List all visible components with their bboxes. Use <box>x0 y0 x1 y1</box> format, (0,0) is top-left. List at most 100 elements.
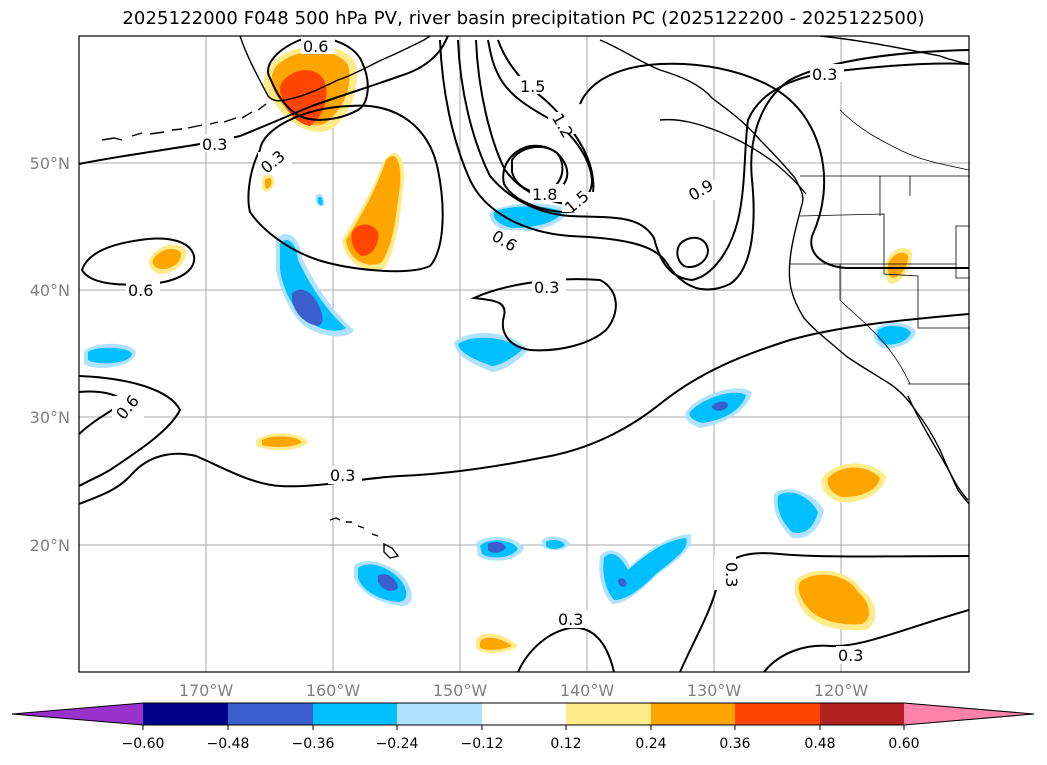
lat-label: 20°N <box>30 536 70 555</box>
pv-contour-0.9-ring <box>579 62 969 270</box>
contour-label: 0.6 <box>303 37 328 56</box>
coastlines <box>101 36 969 559</box>
map-title: 2025122000 F048 500 hPa PV, river basin … <box>122 8 925 29</box>
latitude-labels: 50°N 40°N 30°N 20°N <box>30 154 70 555</box>
colorbar-tick-label: −0.48 <box>207 736 250 752</box>
colorbar-ticks <box>142 725 905 730</box>
lat-label: 30°N <box>30 408 70 427</box>
political-borders <box>790 109 969 385</box>
baja-peninsula <box>907 395 969 501</box>
colorbar-tick-label: −0.24 <box>376 736 419 752</box>
contour-label: 0.3 <box>257 146 289 177</box>
colorbar-tick-label: 0.36 <box>719 736 750 752</box>
pv-contour-1.8 <box>511 145 564 194</box>
positive-anomaly-blob <box>256 433 308 451</box>
pv-contour-0.6-north <box>267 36 369 121</box>
contour-label: 0.6 <box>128 281 153 300</box>
positive-anomaly-blob <box>794 570 876 631</box>
lon-label: 150°W <box>433 681 488 700</box>
pv-contour-1.2 <box>475 39 594 206</box>
colorbar-extend-low <box>12 703 143 725</box>
graticule <box>79 36 969 672</box>
negative-anomaly-blob <box>599 534 692 604</box>
negative-anomaly-blob <box>685 388 752 428</box>
pv-contour-0.3-se <box>679 552 969 672</box>
colorbar-bin <box>820 703 904 725</box>
colorbar-bin <box>566 703 651 725</box>
contour-label: 0.3 <box>330 466 355 485</box>
pv-contour-0.3-main <box>79 313 969 505</box>
positive-anomaly-blob <box>476 633 518 654</box>
contour-label: 1.5 <box>520 77 545 96</box>
negative-anomaly-blob <box>454 332 528 372</box>
contour-label: 0.3 <box>838 646 863 665</box>
pv-contour-0.6-west <box>80 237 196 286</box>
pv-contours <box>79 36 969 672</box>
positive-anomaly-blob <box>342 153 405 271</box>
positive-anomaly-blob <box>821 463 886 503</box>
colorbar-extend-high <box>904 703 1034 725</box>
negative-anomaly-blob <box>276 234 354 337</box>
pv-contour-0.3-long <box>79 375 182 487</box>
contour-label: 0.9 <box>685 175 717 204</box>
positive-anomaly-blob <box>263 46 358 132</box>
colorbar-tick-label: 0.60 <box>888 736 919 752</box>
colorbar-tick-label: −0.60 <box>122 736 165 752</box>
lat-label: 50°N <box>30 154 70 173</box>
aleutian-islands <box>101 103 267 141</box>
contour-label: 0.3 <box>558 610 583 629</box>
negative-anomaly-blob <box>354 561 412 606</box>
state-border <box>790 263 969 329</box>
colorbar-bin <box>651 703 735 725</box>
colorbar: −0.60 −0.48 −0.36 −0.24 −0.12 0.12 0.24 … <box>11 702 1035 752</box>
alaska-panhandle <box>599 39 804 205</box>
negative-anomaly-blob <box>84 343 136 368</box>
colorbar-bin <box>313 703 397 725</box>
colorbar-tick-label: −0.36 <box>292 736 335 752</box>
longitude-labels: 170°W 160°W 150°W 140°W 130°W 120°W <box>179 681 869 700</box>
bc-islands <box>659 118 807 195</box>
negative-anomaly-blob <box>773 489 824 539</box>
pv-contour-0.6-central <box>439 39 969 291</box>
precip-fill-layer <box>84 46 916 654</box>
pv-contour-0.9-small <box>676 236 710 268</box>
map-frame <box>78 35 970 673</box>
colorbar-tick-label: 0.12 <box>550 736 581 752</box>
pv-contour-0.3-north <box>79 36 449 165</box>
positive-anomaly-blob <box>148 244 187 274</box>
lon-label: 160°W <box>306 681 361 700</box>
state-border <box>799 213 969 265</box>
contour-label: 1.8 <box>532 185 557 204</box>
lon-label: 140°W <box>560 681 615 700</box>
lon-label: 120°W <box>814 681 869 700</box>
colorbar-bin <box>228 703 313 725</box>
negative-anomaly-blob <box>476 536 524 561</box>
state-border <box>839 264 911 385</box>
contour-label: 0.3 <box>202 135 227 154</box>
pv-contour-0.3-alaska <box>247 104 444 273</box>
positive-anomaly-blob <box>884 247 913 284</box>
lon-label: 170°W <box>179 681 234 700</box>
colorbar-tick-label: 0.24 <box>635 736 666 752</box>
colorbar-tick-label: 0.48 <box>804 736 835 752</box>
lat-label: 40°N <box>30 281 70 300</box>
negative-anomaly-blob <box>873 322 916 349</box>
alaska-coast <box>239 36 431 102</box>
negative-anomaly-blob <box>542 536 570 551</box>
hawaiian-islands <box>329 517 400 559</box>
colorbar-bin <box>397 703 482 725</box>
pv-contour-labels: 0.6 1.5 1.2 0.3 0.3 0.3 1.8 1.5 0.6 0.9 … <box>112 36 870 665</box>
positive-anomaly-blob <box>262 174 275 192</box>
colorbar-bin <box>735 703 820 725</box>
contour-label: 0.3 <box>534 278 559 297</box>
colorbar-tick-label: −0.12 <box>461 736 504 752</box>
pv-contour-0.3-south <box>517 626 615 672</box>
negative-anomaly-blob <box>315 193 325 207</box>
colorbar-bin <box>143 703 228 725</box>
colorbar-bin <box>482 703 566 725</box>
north-coast <box>819 36 969 65</box>
contour-label: 0.3 <box>812 65 837 84</box>
lon-label: 130°W <box>687 681 742 700</box>
contour-label: 0.3 <box>722 562 741 587</box>
